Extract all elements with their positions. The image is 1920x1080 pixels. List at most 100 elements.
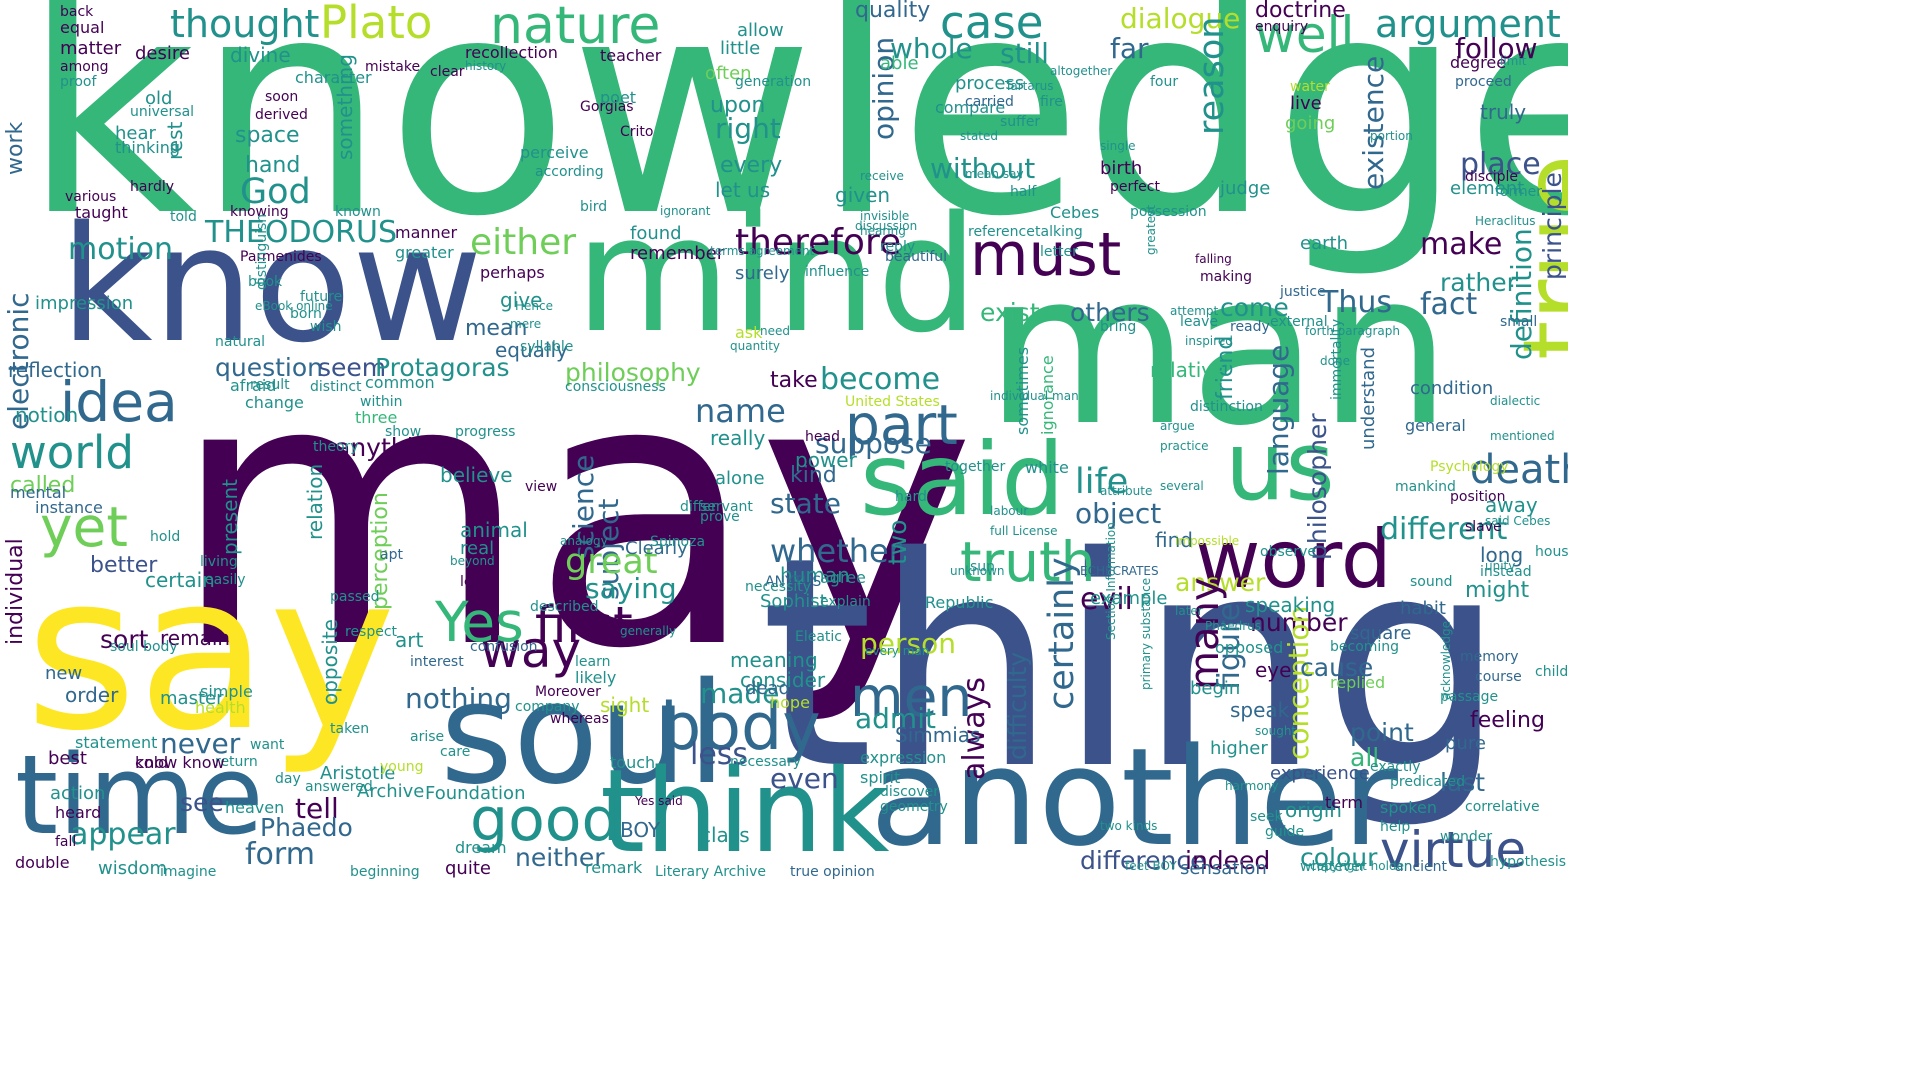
cloud-word: teacher: [600, 46, 662, 65]
cloud-word: imagine: [160, 864, 217, 880]
cloud-word: enquiry: [1255, 19, 1309, 35]
cloud-word: remark: [585, 858, 643, 877]
cloud-word: art: [395, 628, 424, 652]
cloud-word: Cebes: [1050, 203, 1100, 222]
cloud-word: spirit: [860, 768, 901, 787]
cloud-word: person: [860, 627, 956, 660]
cloud-word: passage: [1440, 689, 1499, 705]
cloud-word: divine: [230, 43, 291, 67]
cloud-word: generation: [735, 74, 812, 90]
cloud-word: white: [1025, 458, 1069, 477]
cloud-word: described: [530, 599, 599, 615]
cloud-word: way: [480, 621, 582, 679]
cloud-word: company: [515, 699, 580, 715]
cloud-word: ECHECRATES: [1080, 564, 1159, 578]
cloud-word: dead: [745, 678, 790, 699]
cloud-word: square: [1350, 623, 1412, 644]
cloud-word: passed: [330, 589, 380, 605]
cloud-word: distinct: [310, 379, 362, 395]
cloud-word: might: [1465, 578, 1530, 603]
cloud-word: principle: [1538, 172, 1567, 280]
cloud-word: change: [245, 393, 304, 412]
cloud-word: difficulty: [1003, 651, 1032, 760]
cloud-word: simple: [200, 682, 253, 701]
cloud-word: whether: [770, 532, 902, 570]
cloud-word: afraid: [230, 376, 277, 395]
cloud-word: mind: [575, 181, 979, 368]
cloud-word: perfect: [1110, 179, 1160, 195]
cloud-word: later: [1175, 604, 1203, 618]
cloud-word: able: [880, 53, 919, 74]
cloud-word: heard: [55, 803, 102, 822]
cloud-word: opposed: [1215, 638, 1284, 657]
cloud-word: speak: [1230, 698, 1290, 722]
cloud-word: statement: [75, 733, 158, 752]
cloud-word: half: [1010, 184, 1037, 200]
cloud-word: time: [15, 731, 264, 859]
cloud-word: space: [235, 123, 300, 148]
cloud-word: object: [1075, 497, 1162, 530]
cloud-word: expression: [860, 748, 947, 767]
cloud-word: feet BOY: [1125, 859, 1177, 873]
cloud-word: found: [630, 223, 682, 244]
cloud-word: compare: [935, 98, 1006, 117]
cloud-word: whatever: [1300, 859, 1366, 875]
cloud-word: invisible: [860, 209, 910, 223]
cloud-word: Moreover: [535, 684, 601, 700]
cloud-word: earth: [1300, 233, 1348, 254]
cloud-word: progress: [455, 424, 516, 440]
cloud-word: going: [1285, 113, 1336, 134]
cloud-word: clear: [430, 64, 465, 80]
cloud-word: Parmenides: [240, 249, 322, 265]
cloud-word: BOY: [620, 818, 661, 842]
cloud-word: name: [695, 392, 786, 430]
cloud-word: element: [1450, 178, 1525, 199]
cloud-word: motion: [68, 232, 174, 267]
cloud-word: heaven: [225, 798, 285, 817]
cloud-word: appear: [70, 817, 176, 852]
cloud-word: sight: [600, 693, 650, 717]
cloud-word: understand: [1358, 346, 1379, 450]
cloud-word: first: [535, 596, 633, 654]
cloud-word: practice: [1160, 439, 1209, 453]
cloud-word: follow: [1455, 32, 1538, 65]
cloud-word: bird: [580, 199, 608, 215]
cloud-word: all: [1350, 743, 1380, 772]
cloud-word: proof: [60, 74, 97, 90]
cloud-word: servant: [700, 499, 753, 515]
cloud-word: sensation: [1180, 858, 1267, 879]
cloud-word: must: [970, 220, 1122, 290]
cloud-word: common: [365, 373, 435, 392]
cloud-word: making: [1200, 269, 1252, 285]
cloud-word: forth paragraph: [1305, 324, 1401, 338]
cloud-word: new: [45, 663, 83, 684]
cloud-word: four: [1150, 74, 1179, 90]
cloud-word: speaking: [1245, 593, 1336, 617]
cloud-word: back: [60, 4, 94, 20]
cloud-word: away: [1485, 493, 1538, 517]
cloud-word: still: [1000, 37, 1049, 70]
cloud-word: young: [380, 759, 424, 775]
cloud-word: take: [770, 368, 818, 393]
cloud-word: seem: [318, 353, 387, 382]
cloud-word: mentioned: [1490, 429, 1555, 443]
cloud-word: taken: [330, 721, 370, 737]
cloud-word: yet: [40, 495, 128, 559]
cloud-word: house: [1535, 544, 1568, 560]
cloud-word: Hence: [515, 299, 553, 313]
cloud-word: remain: [160, 626, 231, 650]
cloud-word: see: [180, 788, 224, 817]
cloud-word: instead: [1480, 564, 1532, 580]
cloud-word: argue: [1160, 419, 1195, 433]
cloud-word: fact: [1420, 287, 1478, 322]
cloud-word: United States: [845, 394, 940, 410]
cloud-word: ancient: [1395, 859, 1448, 875]
cloud-word: proceed: [1455, 74, 1512, 90]
cloud-word: water: [1290, 79, 1330, 95]
cloud-word: real: [460, 538, 495, 559]
cloud-word: external: [1270, 314, 1328, 330]
cloud-word: suppose: [815, 427, 932, 460]
cloud-word: either: [470, 222, 577, 263]
cloud-word: philosophy: [565, 358, 701, 387]
cloud-word: Phaedrus: [1205, 619, 1261, 633]
